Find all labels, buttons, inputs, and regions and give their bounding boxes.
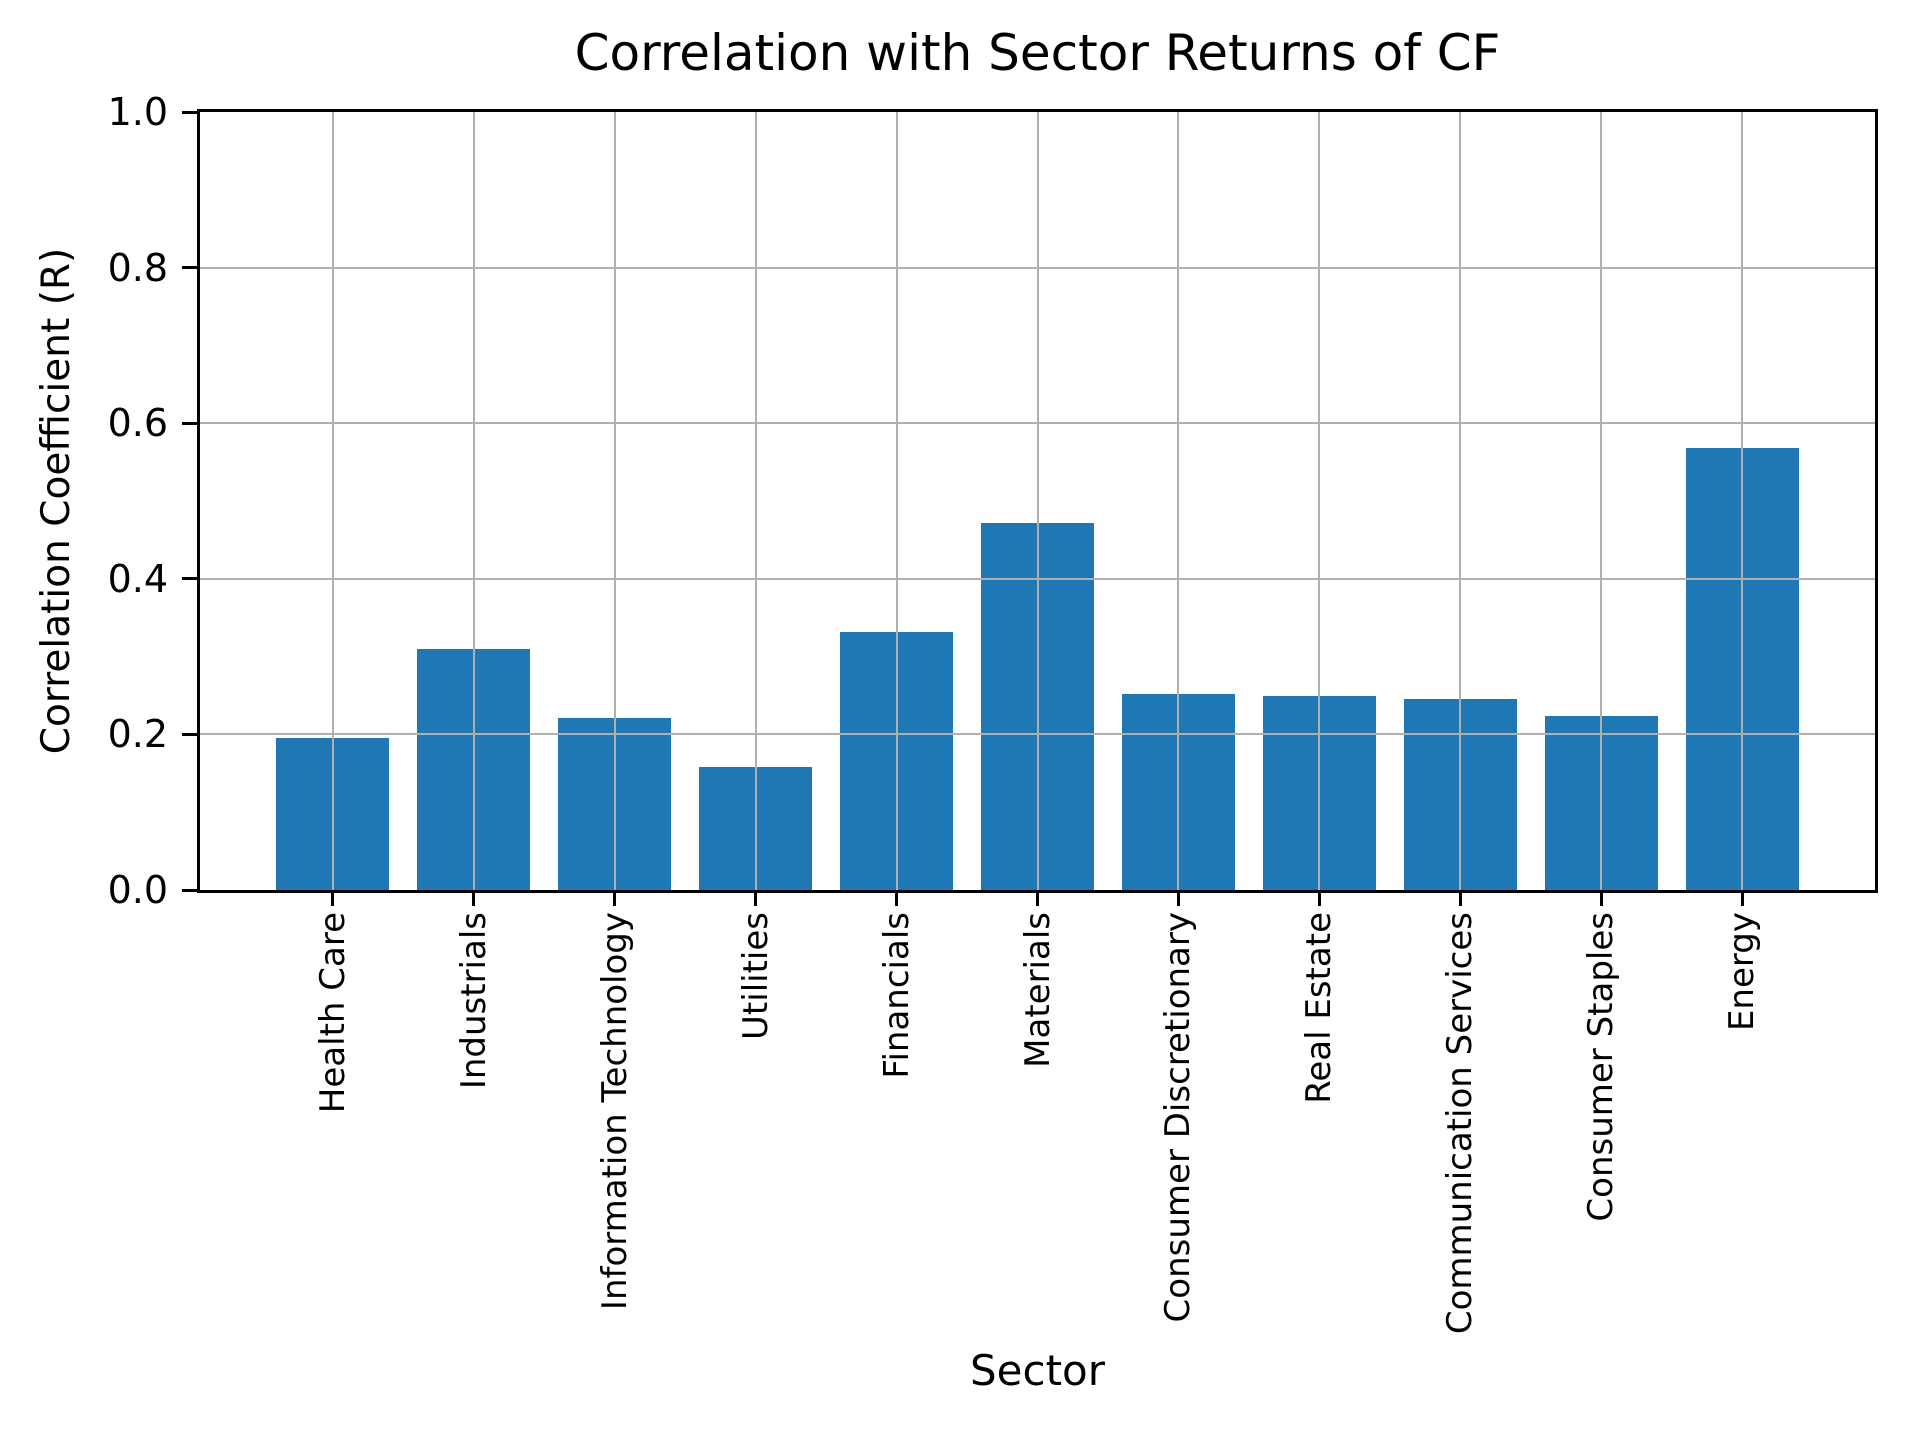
x-tick <box>1740 891 1744 906</box>
x-tick-label-consumer-discretionary: Consumer Discretionary <box>1158 912 1199 1323</box>
y-tick <box>182 421 197 425</box>
gridline-vertical <box>1318 112 1321 890</box>
gridline-vertical <box>895 112 898 890</box>
x-tick <box>1599 891 1603 906</box>
gridline-vertical <box>613 112 616 890</box>
x-tick-label-materials: Materials <box>1017 912 1058 1068</box>
gridline-vertical <box>331 112 334 890</box>
chart-title: Correlation with Sector Returns of CF <box>574 24 1501 82</box>
y-tick <box>182 888 197 892</box>
gridline-vertical <box>1036 112 1039 890</box>
x-tick-label-information-technology: Information Technology <box>594 912 635 1311</box>
x-tick <box>754 891 757 906</box>
y-axis-label: Correlation Coefficient (R) <box>34 247 79 755</box>
x-tick-label-real-estate: Real Estate <box>1299 912 1340 1104</box>
x-tick-label-health-care: Health Care <box>312 912 353 1114</box>
y-tick-label: 0.2 <box>107 712 168 757</box>
x-axis-label: Sector <box>969 1346 1106 1395</box>
x-tick-label-communication-services: Communication Services <box>1440 912 1481 1335</box>
gridline-vertical <box>1741 112 1744 890</box>
x-tick <box>895 891 898 906</box>
y-tick-label: 1.0 <box>107 90 168 134</box>
gridline-vertical <box>1459 112 1462 890</box>
y-tick <box>182 577 197 581</box>
x-tick <box>1317 891 1321 906</box>
x-tick <box>1458 891 1462 906</box>
x-tick <box>472 891 476 906</box>
x-tick <box>1176 891 1180 906</box>
x-tick <box>1036 891 1039 906</box>
gridline-horizontal <box>200 577 1875 580</box>
y-tick-label: 0.8 <box>107 245 168 290</box>
gridline-vertical <box>1600 112 1603 890</box>
x-tick-label-utilities: Utilities <box>735 912 776 1040</box>
x-tick <box>613 891 617 906</box>
x-tick <box>331 891 335 906</box>
y-tick-label: 0.0 <box>107 868 168 912</box>
y-tick-label: 0.6 <box>107 401 168 446</box>
y-tick-label: 0.4 <box>107 556 168 601</box>
x-tick-label-energy: Energy <box>1722 912 1763 1032</box>
y-tick <box>182 110 197 114</box>
gridline-vertical <box>472 112 475 890</box>
y-tick <box>182 732 197 736</box>
gridline-horizontal <box>200 733 1875 736</box>
gridline-vertical <box>1177 112 1180 890</box>
plot-area <box>200 112 1875 890</box>
gridline-horizontal <box>200 266 1875 269</box>
x-tick-label-industrials: Industrials <box>453 912 494 1090</box>
x-tick-label-consumer-staples: Consumer Staples <box>1581 912 1622 1222</box>
x-tick-label-financials: Financials <box>876 912 917 1079</box>
gridline-vertical <box>754 112 757 890</box>
y-tick <box>182 266 197 270</box>
gridline-horizontal <box>200 422 1875 425</box>
